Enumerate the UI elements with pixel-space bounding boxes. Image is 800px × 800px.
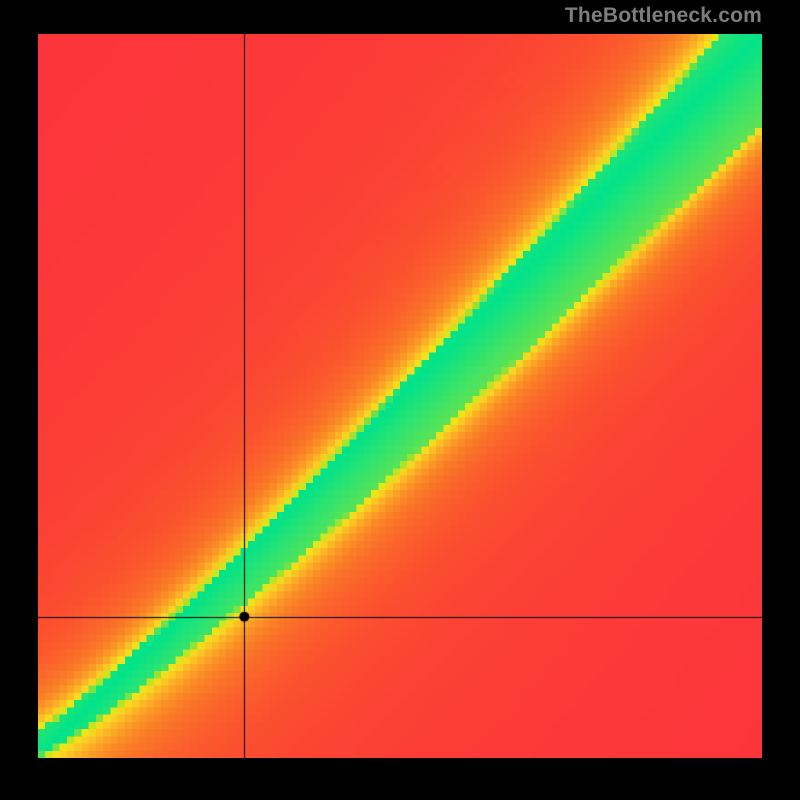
crosshair-overlay — [38, 34, 762, 758]
attribution-label: TheBottleneck.com — [565, 4, 762, 28]
chart-container: TheBottleneck.com — [0, 0, 800, 800]
